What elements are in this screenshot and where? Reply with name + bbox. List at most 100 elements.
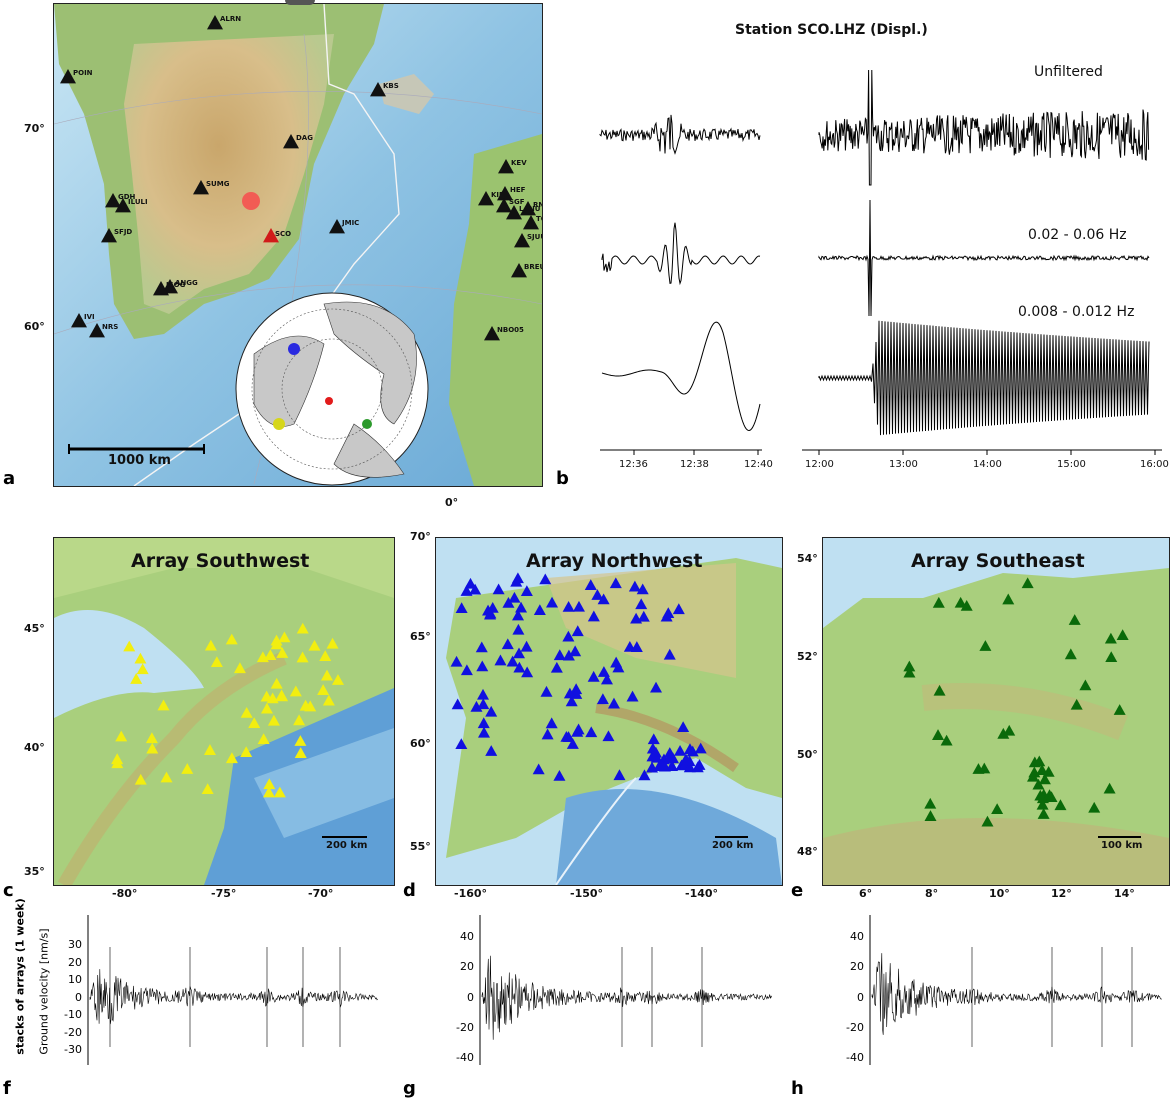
station-label: KEV [511,159,527,167]
array-station-marker [266,692,279,704]
array-station-marker [485,705,498,717]
array-station-marker [299,699,312,711]
array-station-marker [566,738,579,749]
array-station-marker [636,583,649,595]
array-station-marker [596,693,609,705]
panel-d-scalebar-label: 200 km [712,840,754,851]
array-station-marker [331,674,344,685]
array-station-marker [533,604,546,616]
array-station-marker [683,761,696,773]
array-station-marker [134,773,147,785]
c-lon-tick-1: -75° [211,887,237,900]
array-station-marker [515,601,528,613]
trace-right-band1 [818,199,1150,317]
e-lon-tick-3: 12° [1051,887,1072,900]
station-label: DAG [296,134,313,142]
array-station-marker [997,727,1010,739]
array-station-marker [562,630,575,642]
array-station-marker [597,666,610,677]
array-station-marker [296,651,309,663]
trace-right-unfiltered [818,69,1150,186]
array-station-marker [979,640,992,651]
b-left-xtick-2: 12:40 [744,459,773,470]
array-station-marker [460,585,473,596]
array-station-marker [451,698,464,710]
array-station-marker [262,786,275,798]
station-label: ANGG [175,279,198,287]
station-marker [207,15,223,30]
station-label: SCO [275,230,291,238]
b-right-xtick-2: 14:00 [973,459,1002,470]
stack-ytick: -20 [456,1020,474,1034]
station-marker [105,193,121,208]
array-station-marker [294,747,307,758]
array-station-marker [276,690,289,702]
array-station-marker [1002,593,1015,605]
station-marker [478,191,494,206]
station-label: GDH [118,193,136,201]
e-lat-tick-1: 52° [797,650,818,663]
array-station-marker [553,769,566,781]
station-label: JMIC [341,219,359,227]
array-station-marker [587,670,600,682]
array-station-marker [501,638,514,650]
e-lat-tick-2: 50° [797,748,818,761]
array-station-marker [513,647,526,659]
array-station-marker [630,612,643,624]
inset-globe [235,292,429,486]
array-station-marker [602,730,615,742]
array-station-marker [635,598,648,610]
d-lat-tick-3: 55° [410,840,431,853]
array-station-marker [1070,698,1083,710]
array-station-marker [455,602,468,614]
array-station-marker [691,761,704,773]
stack-ytick: 20 [68,955,82,969]
d-lat-tick-0: 70° [410,530,431,543]
panel-e-title: Array Southeast [911,550,1085,572]
station-marker [506,205,522,220]
array-station-marker [240,706,253,718]
array-station-marker [276,647,289,658]
array-station-marker [1027,770,1040,782]
array-station-marker [225,752,238,764]
d-lat-tick-2: 60° [410,737,431,750]
array-station-marker [521,666,534,678]
stack-ytick: 20 [460,960,474,974]
array-station-marker [123,640,136,652]
array-station-marker [240,746,253,757]
array-station-marker [257,733,270,745]
array-station-marker [597,593,610,605]
e-lon-tick-2: 10° [989,887,1010,900]
array-station-marker [565,695,578,707]
station-marker [283,134,299,149]
b-left-xtick-1: 12:38 [680,459,709,470]
b-right-xtick-0: 12:00 [805,459,834,470]
array-station-marker [607,697,620,709]
array-station-marker [613,769,626,781]
array-station-marker [203,744,216,755]
array-station-marker [317,684,330,695]
stack-ytick: 0 [75,990,82,1004]
station-marker [89,323,105,338]
station-marker [523,215,539,230]
array-station-marker [626,690,639,702]
c-lat-tick-1: 40° [24,741,45,754]
array-station-marker [667,752,680,764]
panel-c-title: Array Southwest [131,550,310,572]
array-station-marker [933,684,946,696]
panel-a-letter: a [3,468,16,489]
stack-trace [481,955,773,1040]
e-lat-tick-3: 48° [797,845,818,858]
array-station-marker [662,607,675,619]
trace-left-band2 [601,321,761,432]
array-station-marker [532,763,545,775]
array-station-marker [326,637,339,649]
stack-ytick: -40 [456,1051,474,1064]
array-station-marker [484,608,497,620]
array-station-marker [591,589,604,600]
array-station-marker [1103,782,1116,794]
stack-trace [89,969,378,1025]
array-station-marker [932,596,945,608]
station-marker [162,279,178,294]
array-station-marker [1033,755,1046,767]
